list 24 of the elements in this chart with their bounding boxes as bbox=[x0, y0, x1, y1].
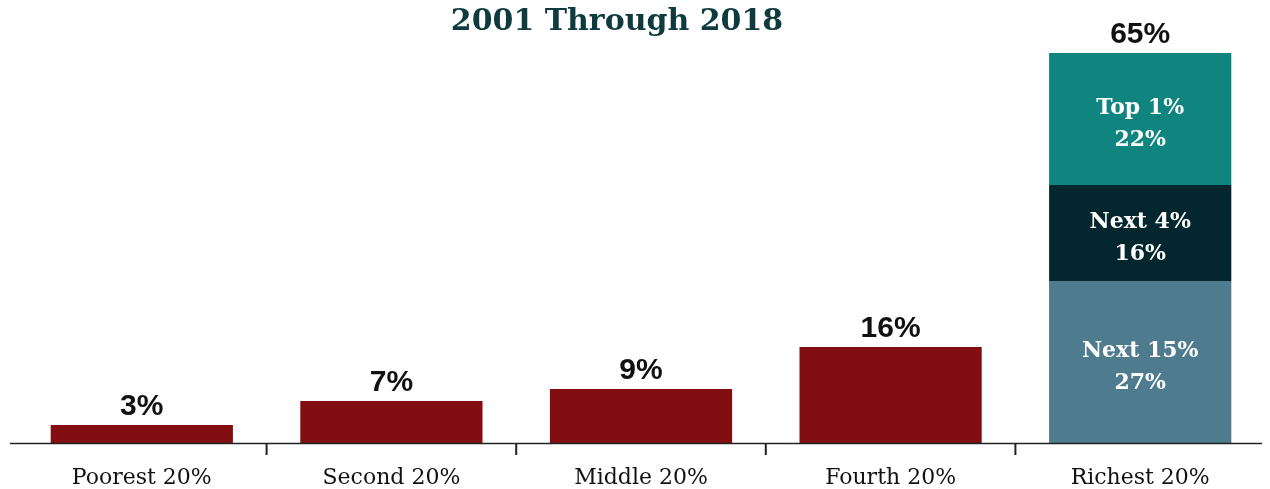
x-tick-label: Second 20% bbox=[322, 464, 461, 489]
chart-title: 2001 Through 2018 bbox=[450, 2, 784, 37]
bar bbox=[50, 425, 233, 443]
total-label: 3% bbox=[120, 388, 164, 421]
bar bbox=[1049, 281, 1232, 443]
x-tick-label: Fourth 20% bbox=[825, 464, 957, 489]
bar bbox=[1049, 53, 1232, 185]
bar bbox=[1049, 185, 1232, 281]
x-tick-label: Poorest 20% bbox=[71, 464, 212, 489]
bar bbox=[799, 347, 982, 443]
total-label: 7% bbox=[369, 364, 414, 397]
x-tick-label: Middle 20% bbox=[574, 464, 708, 489]
data-label: 27% bbox=[1114, 368, 1167, 394]
x-tick-label: Richest 20% bbox=[1070, 464, 1210, 489]
series-label: Next 15% bbox=[1081, 336, 1199, 362]
total-label: 16% bbox=[860, 310, 921, 343]
series-label: Next 4% bbox=[1089, 207, 1191, 233]
series-label: Top 1% bbox=[1096, 93, 1185, 119]
bar bbox=[300, 401, 483, 443]
bar bbox=[549, 389, 733, 443]
data-label: 16% bbox=[1114, 239, 1167, 265]
data-label: 22% bbox=[1114, 125, 1167, 151]
total-label: 9% bbox=[619, 352, 663, 385]
total-label: 65% bbox=[1110, 16, 1171, 49]
